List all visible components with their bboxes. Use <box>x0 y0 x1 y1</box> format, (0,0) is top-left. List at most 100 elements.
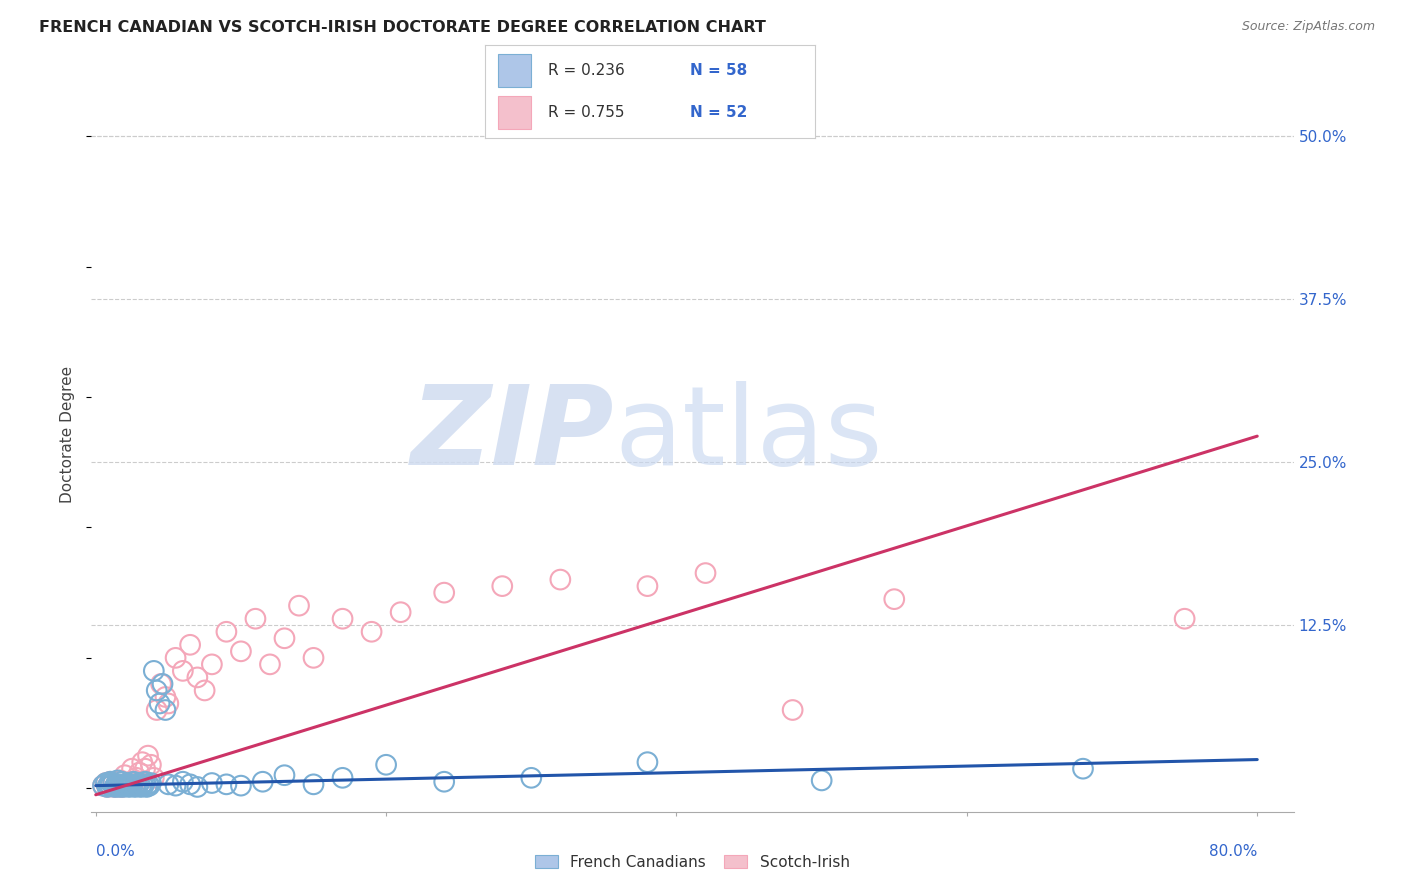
Point <box>142 771 165 785</box>
Point <box>118 780 141 794</box>
Text: 80.0%: 80.0% <box>1209 845 1257 859</box>
Point <box>136 777 159 791</box>
Point <box>491 579 513 593</box>
Point <box>124 780 146 794</box>
Point <box>98 779 121 793</box>
Point <box>114 768 136 782</box>
Point <box>332 612 354 626</box>
Point <box>96 780 118 794</box>
Point <box>201 776 224 790</box>
Point <box>152 677 174 691</box>
Point <box>215 624 238 639</box>
Point <box>107 773 129 788</box>
Point <box>360 624 382 639</box>
Point <box>112 780 135 794</box>
Point <box>252 774 274 789</box>
Text: 0.0%: 0.0% <box>96 845 135 859</box>
Point <box>695 566 717 580</box>
Point <box>96 780 118 794</box>
Point <box>782 703 804 717</box>
Point <box>91 779 114 793</box>
Point <box>550 573 572 587</box>
Point <box>245 612 267 626</box>
Point <box>201 657 224 672</box>
Point <box>94 776 117 790</box>
Text: Source: ZipAtlas.com: Source: ZipAtlas.com <box>1241 20 1375 33</box>
Point <box>97 777 120 791</box>
Point <box>229 644 252 658</box>
Point <box>110 773 132 788</box>
Text: N = 52: N = 52 <box>690 105 748 120</box>
Point <box>115 779 138 793</box>
Point <box>108 780 131 794</box>
Point <box>107 777 129 791</box>
Point <box>121 779 143 793</box>
Point <box>134 774 156 789</box>
Point <box>104 780 127 794</box>
Point <box>111 774 134 789</box>
Point <box>117 776 139 790</box>
Point <box>101 776 124 790</box>
Point <box>636 579 658 593</box>
Point <box>98 774 121 789</box>
Point <box>186 780 208 794</box>
Point <box>131 777 153 791</box>
Point <box>114 777 136 791</box>
Point <box>145 703 167 717</box>
Point <box>131 755 153 769</box>
Point <box>120 777 142 791</box>
Point <box>98 774 121 789</box>
Text: R = 0.236: R = 0.236 <box>548 62 624 78</box>
FancyBboxPatch shape <box>498 54 531 87</box>
Point <box>105 777 128 791</box>
Point <box>145 683 167 698</box>
Point <box>128 765 150 780</box>
Point <box>157 777 180 791</box>
Y-axis label: Doctorate Degree: Doctorate Degree <box>60 367 76 503</box>
Point <box>288 599 311 613</box>
Point <box>104 780 127 794</box>
Text: FRENCH CANADIAN VS SCOTCH-IRISH DOCTORATE DEGREE CORRELATION CHART: FRENCH CANADIAN VS SCOTCH-IRISH DOCTORAT… <box>39 20 766 35</box>
Point <box>121 762 143 776</box>
Text: ZIP: ZIP <box>411 382 614 488</box>
Point <box>273 632 295 646</box>
Point <box>215 777 238 791</box>
Point <box>129 780 152 794</box>
Point <box>98 779 121 793</box>
Point <box>302 777 325 791</box>
Point <box>125 771 148 785</box>
Point <box>375 757 398 772</box>
Point <box>111 780 134 794</box>
Point <box>155 703 177 717</box>
Point <box>179 638 201 652</box>
Point <box>433 774 456 789</box>
Text: R = 0.755: R = 0.755 <box>548 105 624 120</box>
Point <box>636 755 658 769</box>
Point <box>110 777 132 791</box>
Point <box>179 777 201 791</box>
Point <box>135 780 157 794</box>
Legend: French Canadians, Scotch-Irish: French Canadians, Scotch-Irish <box>529 848 856 876</box>
Point <box>138 779 160 793</box>
Point <box>194 683 217 698</box>
Point <box>132 779 155 793</box>
Point <box>139 757 162 772</box>
FancyBboxPatch shape <box>498 96 531 129</box>
Point <box>134 762 156 776</box>
Point <box>155 690 177 704</box>
Point <box>229 779 252 793</box>
Point <box>108 779 131 793</box>
Point <box>124 777 146 791</box>
Point <box>125 777 148 791</box>
Point <box>111 779 134 793</box>
Point <box>186 670 208 684</box>
Point <box>127 779 149 793</box>
Point <box>142 664 165 678</box>
Point <box>1174 612 1197 626</box>
Point <box>122 774 145 789</box>
Point <box>172 774 194 789</box>
Point <box>259 657 281 672</box>
Point <box>117 779 139 793</box>
Point <box>520 771 543 785</box>
Point <box>433 585 456 599</box>
